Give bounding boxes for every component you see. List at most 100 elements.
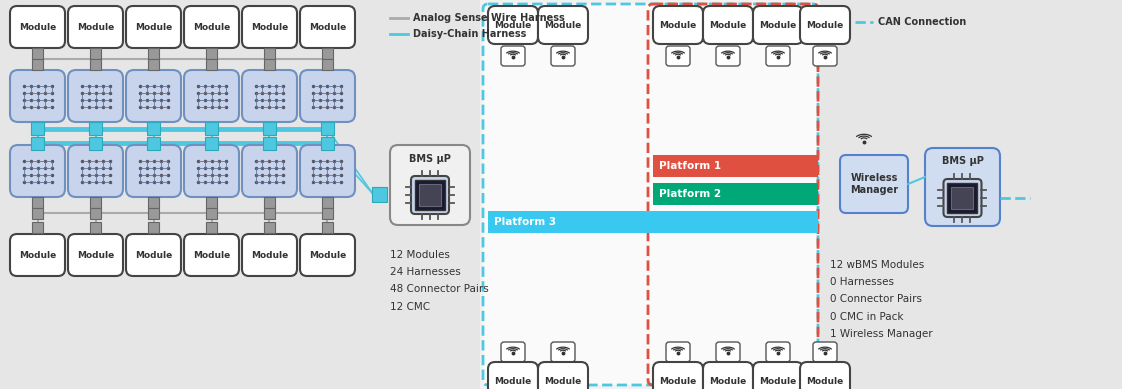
FancyBboxPatch shape xyxy=(502,46,525,66)
Bar xyxy=(89,137,102,150)
FancyBboxPatch shape xyxy=(68,234,123,276)
Bar xyxy=(205,122,218,135)
FancyBboxPatch shape xyxy=(390,145,470,225)
Text: Platform 2: Platform 2 xyxy=(659,189,721,199)
Text: Module: Module xyxy=(135,23,172,32)
FancyBboxPatch shape xyxy=(242,70,297,122)
Text: CAN Connection: CAN Connection xyxy=(879,17,966,27)
Text: Module: Module xyxy=(544,21,581,30)
Bar xyxy=(373,187,387,202)
Text: Module: Module xyxy=(760,377,797,385)
Text: Module: Module xyxy=(19,23,56,32)
FancyBboxPatch shape xyxy=(10,6,65,48)
Bar xyxy=(206,59,217,70)
Bar xyxy=(33,222,43,233)
FancyBboxPatch shape xyxy=(488,362,539,389)
Bar xyxy=(264,222,275,233)
Bar xyxy=(480,0,820,389)
Bar xyxy=(148,197,159,208)
Bar xyxy=(90,208,101,219)
FancyBboxPatch shape xyxy=(126,234,181,276)
Text: BMS μP: BMS μP xyxy=(410,154,451,164)
Text: Module: Module xyxy=(544,377,581,385)
Bar xyxy=(322,197,333,208)
FancyBboxPatch shape xyxy=(800,362,850,389)
Bar xyxy=(33,48,43,59)
FancyBboxPatch shape xyxy=(925,148,1000,226)
Bar xyxy=(820,0,1122,389)
Bar xyxy=(147,122,160,135)
FancyBboxPatch shape xyxy=(944,179,982,217)
Text: 12 wBMS Modules
0 Harnesses
0 Connector Pairs
0 CMC in Pack
1 Wireless Manager: 12 wBMS Modules 0 Harnesses 0 Connector … xyxy=(830,260,932,339)
Bar xyxy=(148,208,159,219)
FancyBboxPatch shape xyxy=(126,6,181,48)
FancyBboxPatch shape xyxy=(411,176,449,214)
FancyBboxPatch shape xyxy=(242,6,297,48)
Bar xyxy=(322,59,333,70)
Text: Module: Module xyxy=(709,377,746,385)
FancyBboxPatch shape xyxy=(184,145,239,197)
Text: Analog Sense Wire Harness: Analog Sense Wire Harness xyxy=(413,13,564,23)
FancyBboxPatch shape xyxy=(10,145,65,197)
FancyBboxPatch shape xyxy=(716,46,741,66)
Bar xyxy=(321,122,334,135)
FancyBboxPatch shape xyxy=(766,342,790,362)
Text: Module: Module xyxy=(660,377,697,385)
Bar xyxy=(205,137,218,150)
FancyBboxPatch shape xyxy=(126,145,181,197)
Text: Module: Module xyxy=(309,251,346,259)
Bar xyxy=(653,155,818,177)
Text: Module: Module xyxy=(309,23,346,32)
Text: Module: Module xyxy=(77,23,114,32)
FancyBboxPatch shape xyxy=(800,6,850,44)
Bar xyxy=(321,137,334,150)
FancyBboxPatch shape xyxy=(753,362,803,389)
FancyBboxPatch shape xyxy=(502,342,525,362)
Bar xyxy=(206,208,217,219)
Text: Module: Module xyxy=(495,377,532,385)
Text: Platform 3: Platform 3 xyxy=(494,217,557,227)
Bar xyxy=(206,197,217,208)
Bar xyxy=(90,59,101,70)
FancyBboxPatch shape xyxy=(813,342,837,362)
FancyBboxPatch shape xyxy=(666,46,690,66)
Bar xyxy=(33,208,43,219)
FancyBboxPatch shape xyxy=(753,6,803,44)
Bar xyxy=(263,122,276,135)
Bar xyxy=(89,122,102,135)
FancyBboxPatch shape xyxy=(10,70,65,122)
Text: Module: Module xyxy=(807,21,844,30)
Text: Platform 1: Platform 1 xyxy=(659,161,721,171)
FancyBboxPatch shape xyxy=(482,4,818,385)
FancyBboxPatch shape xyxy=(126,70,181,122)
FancyBboxPatch shape xyxy=(68,6,123,48)
Bar xyxy=(264,59,275,70)
FancyBboxPatch shape xyxy=(242,145,297,197)
Bar xyxy=(322,208,333,219)
Bar xyxy=(31,122,44,135)
FancyBboxPatch shape xyxy=(766,46,790,66)
Text: 12 Modules
24 Harnesses
48 Connector Pairs
12 CMC: 12 Modules 24 Harnesses 48 Connector Pai… xyxy=(390,250,489,312)
FancyBboxPatch shape xyxy=(840,155,908,213)
Bar xyxy=(263,137,276,150)
FancyBboxPatch shape xyxy=(10,234,65,276)
Bar xyxy=(322,48,333,59)
Text: Wireless
Manager: Wireless Manager xyxy=(850,173,898,195)
Bar xyxy=(264,197,275,208)
Bar xyxy=(33,197,43,208)
Bar xyxy=(206,222,217,233)
FancyBboxPatch shape xyxy=(300,145,355,197)
Text: Module: Module xyxy=(135,251,172,259)
FancyBboxPatch shape xyxy=(68,70,123,122)
Text: Module: Module xyxy=(709,21,746,30)
Text: Module: Module xyxy=(495,21,532,30)
Bar xyxy=(90,197,101,208)
FancyBboxPatch shape xyxy=(703,362,753,389)
FancyBboxPatch shape xyxy=(300,70,355,122)
Text: Module: Module xyxy=(193,23,230,32)
FancyBboxPatch shape xyxy=(666,342,690,362)
Text: BMS μP: BMS μP xyxy=(941,156,984,166)
FancyBboxPatch shape xyxy=(242,234,297,276)
Bar xyxy=(147,137,160,150)
FancyBboxPatch shape xyxy=(653,6,703,44)
